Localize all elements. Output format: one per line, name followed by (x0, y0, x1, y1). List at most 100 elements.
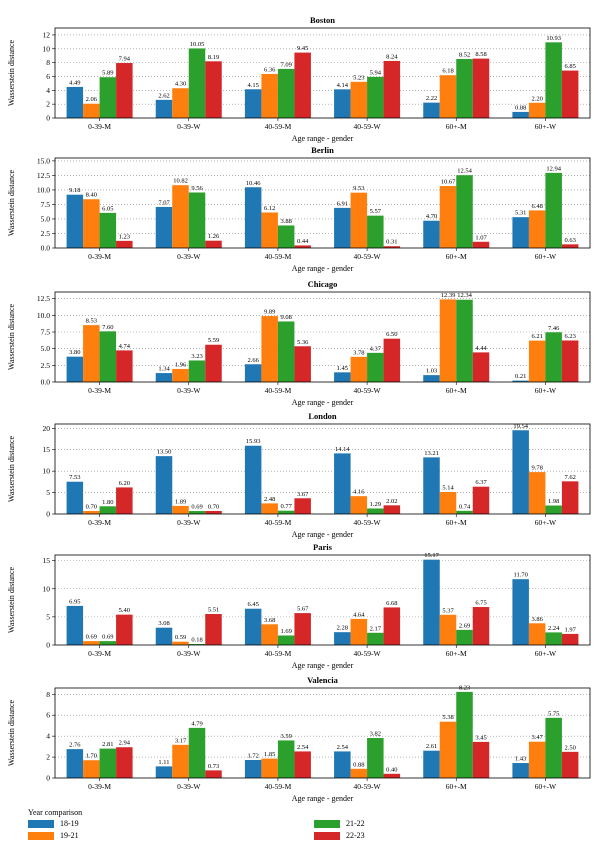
bar-19-21-0-39-W (172, 505, 189, 514)
data-label: 5.23 (353, 74, 364, 81)
bar-19-21-60+-M (439, 186, 457, 248)
bar-21-22-0-39-W (188, 727, 206, 778)
bar-22-23-40-59-W (383, 60, 401, 118)
bar-22-23-60+-W (561, 244, 579, 248)
data-label: 2.48 (264, 496, 275, 503)
bar-18-19-40-59-M (244, 445, 262, 514)
bar-19-21-40-59-W (350, 768, 368, 778)
data-label: 4.64 (353, 611, 365, 618)
bar-21-22-60+-W (545, 505, 562, 514)
data-label: 2.06 (86, 96, 98, 103)
data-label: 1.03 (426, 368, 437, 375)
data-label: 4.74 (119, 343, 131, 350)
y-tick-label: 0 (46, 774, 50, 783)
data-label: 1.45 (337, 365, 348, 372)
data-label: 10.46 (246, 180, 261, 187)
chart-panel-berlin: Berlin 0.0 2.5 5.0 7.5 10.0 12.5 15.0 Wasserstei… (7, 145, 591, 273)
bar-18-19-40-59-M (244, 187, 262, 248)
bar-19-21-60+-M (439, 75, 457, 118)
data-label: 3.47 (531, 734, 543, 741)
chart-panel-london: London 0 5 10 15 20 Wasserstein distance 7.53 0.… (7, 411, 591, 539)
bar-21-22-60+-W (545, 42, 562, 119)
data-label: 2.24 (548, 625, 560, 632)
bar-21-22-0-39-M (99, 331, 117, 382)
x-tick-label: 40-59-M (265, 649, 292, 658)
data-label: 9.78 (531, 465, 542, 472)
data-label: 6.75 (475, 600, 486, 607)
data-label: 3.45 (475, 734, 486, 741)
bar-22-23-60+-M (472, 486, 490, 514)
bar-21-22-60+-M (456, 299, 473, 382)
legend-swatch (28, 831, 54, 840)
bar-22-23-0-39-M (116, 747, 133, 778)
data-label: 7.46 (548, 325, 560, 332)
data-label: 4.16 (353, 489, 365, 496)
data-label: 4.49 (69, 79, 80, 86)
bar-21-22-0-39-M (99, 748, 117, 778)
bar-18-19-40-59-W (334, 751, 351, 778)
data-label: 7.62 (564, 474, 575, 481)
bar-21-22-60+-W (545, 172, 562, 248)
bar-18-19-40-59-W (334, 632, 351, 645)
bar-18-19-40-59-M (244, 760, 262, 778)
bar-21-22-40-59-W (367, 632, 384, 645)
data-label: 4.30 (175, 81, 186, 88)
bar-19-21-0-39-W (172, 185, 189, 248)
legend-swatch (28, 819, 54, 828)
bar-18-19-0-39-M (66, 194, 84, 248)
x-tick-label: 40-59-M (265, 782, 292, 791)
y-tick-label: 7.5 (41, 328, 51, 337)
data-label: 5.57 (370, 208, 382, 215)
data-label: 19.54 (513, 423, 528, 430)
bar-22-23-60+-M (472, 58, 490, 118)
data-label: 6.12 (264, 205, 275, 212)
legend: Year comparison 18-19 19-21 21-22 22-23 (28, 808, 588, 856)
data-label: 3.82 (370, 731, 381, 738)
chart-title: Valencia (307, 675, 339, 685)
bar-19-21-40-59-M (261, 624, 278, 645)
data-label: 2.76 (69, 742, 81, 749)
y-tick-label: 0 (46, 641, 50, 650)
data-label: 0.40 (386, 766, 397, 773)
bar-18-19-60+-M (423, 750, 440, 778)
data-label: 1.29 (370, 501, 381, 508)
bar-22-23-0-39-M (116, 614, 133, 645)
x-tick-label: 60+-M (446, 386, 467, 395)
data-label: 1.85 (264, 751, 275, 758)
data-label: 2.61 (426, 743, 437, 750)
y-tick-label: 4 (46, 86, 50, 95)
bar-19-21-0-39-W (172, 641, 189, 645)
data-label: 6.95 (69, 598, 80, 605)
bar-22-23-60+-M (472, 352, 490, 382)
data-label: 3.78 (353, 349, 364, 356)
x-tick-label: 40-59-M (265, 386, 292, 395)
data-label: 9.56 (191, 185, 203, 192)
data-label: 3.08 (158, 620, 169, 627)
x-tick-label: 0-39-M (88, 782, 111, 791)
bar-19-21-40-59-M (261, 316, 278, 382)
bar-21-22-60+-W (545, 632, 562, 645)
bar-22-23-60+-M (472, 607, 490, 645)
data-label: 6.37 (475, 479, 487, 486)
x-axis-label: Age range - gender (292, 398, 354, 407)
data-label: 10.05 (190, 41, 205, 48)
bar-19-21-0-39-M (83, 760, 100, 778)
bar-19-21-40-59-W (350, 356, 368, 382)
data-label: 8.19 (208, 54, 219, 61)
bar-21-22-0-39-M (99, 506, 117, 514)
bar-22-23-0-39-M (116, 487, 133, 514)
bar-21-22-40-59-W (367, 508, 384, 514)
bar-18-19-0-39-M (66, 86, 84, 118)
data-label: 3.17 (175, 737, 187, 744)
data-label: 3.86 (531, 616, 543, 623)
data-label: 6.36 (264, 66, 276, 73)
data-label: 5.37 (442, 607, 454, 614)
x-tick-label: 40-59-M (265, 518, 292, 527)
y-tick-label: 15.0 (37, 156, 50, 165)
data-label: 5.75 (548, 710, 559, 717)
data-label: 3.88 (280, 218, 291, 225)
chart-panel-chicago: Chicago 0.0 2.5 5.0 7.5 10.0 12.5 Wasserstein d… (7, 279, 591, 407)
data-label: 0.18 (191, 636, 202, 643)
bar-18-19-0-39-W (155, 206, 173, 248)
bar-22-23-40-59-M (294, 613, 311, 645)
